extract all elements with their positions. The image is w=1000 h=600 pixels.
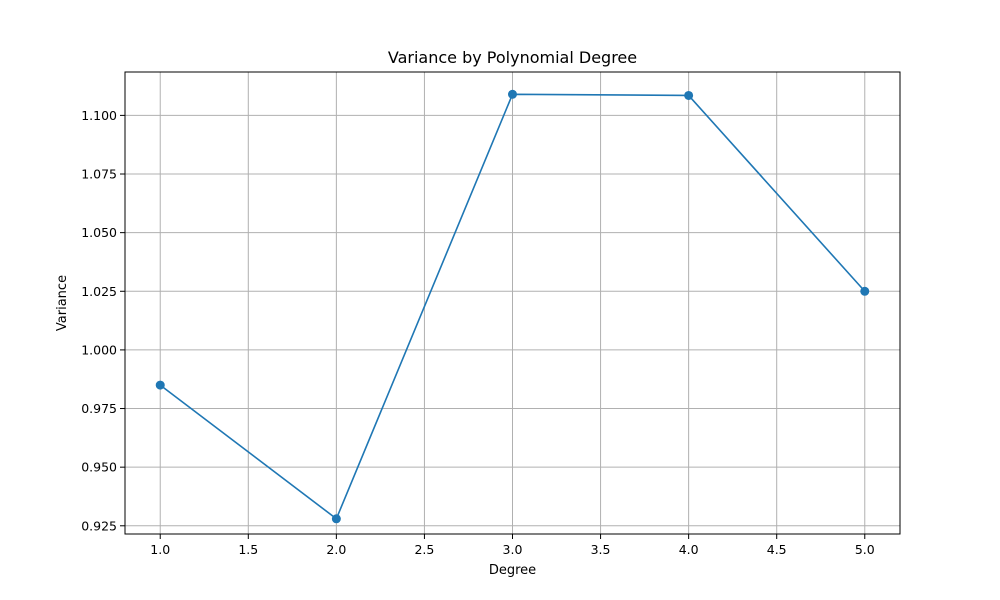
data-point	[331, 514, 341, 524]
x-tick-label: 3.0	[503, 542, 523, 557]
grid-layer	[125, 72, 900, 534]
y-tick-label: 1.000	[81, 342, 117, 357]
y-tick-label: 0.950	[81, 460, 117, 475]
series-layer	[155, 89, 870, 524]
x-axis-label: Degree	[489, 563, 536, 578]
data-point	[508, 89, 517, 99]
tick-layer: 1.0 1.5 2.0 2.5 3.0 3.5 4.0 4.5 5.0 0.925 0.950 0.9…	[81, 108, 875, 557]
data-point	[155, 380, 165, 390]
chart-title: Variance by Polynomial Degree	[388, 48, 637, 67]
y-tick-label: 1.050	[81, 225, 117, 240]
x-tick-label: 4.0	[679, 542, 699, 557]
y-tick-label: 1.100	[81, 108, 117, 123]
y-tick-label: 1.025	[81, 284, 117, 299]
y-tick-label: 0.925	[81, 518, 117, 533]
x-tick-label: 1.0	[150, 542, 170, 557]
x-tick-label: 2.0	[326, 542, 346, 557]
y-axis-label: Variance	[55, 275, 70, 331]
x-tick-label: 3.5	[591, 542, 611, 557]
y-tick-label: 1.075	[81, 167, 117, 182]
data-point	[684, 90, 694, 100]
y-tick-label: 0.975	[81, 401, 117, 416]
x-tick-label: 1.5	[238, 542, 258, 557]
x-tick-label: 2.5	[414, 542, 434, 557]
data-point	[860, 286, 870, 296]
x-tick-label: 5.0	[855, 542, 875, 557]
x-tick-label: 4.5	[767, 542, 787, 557]
